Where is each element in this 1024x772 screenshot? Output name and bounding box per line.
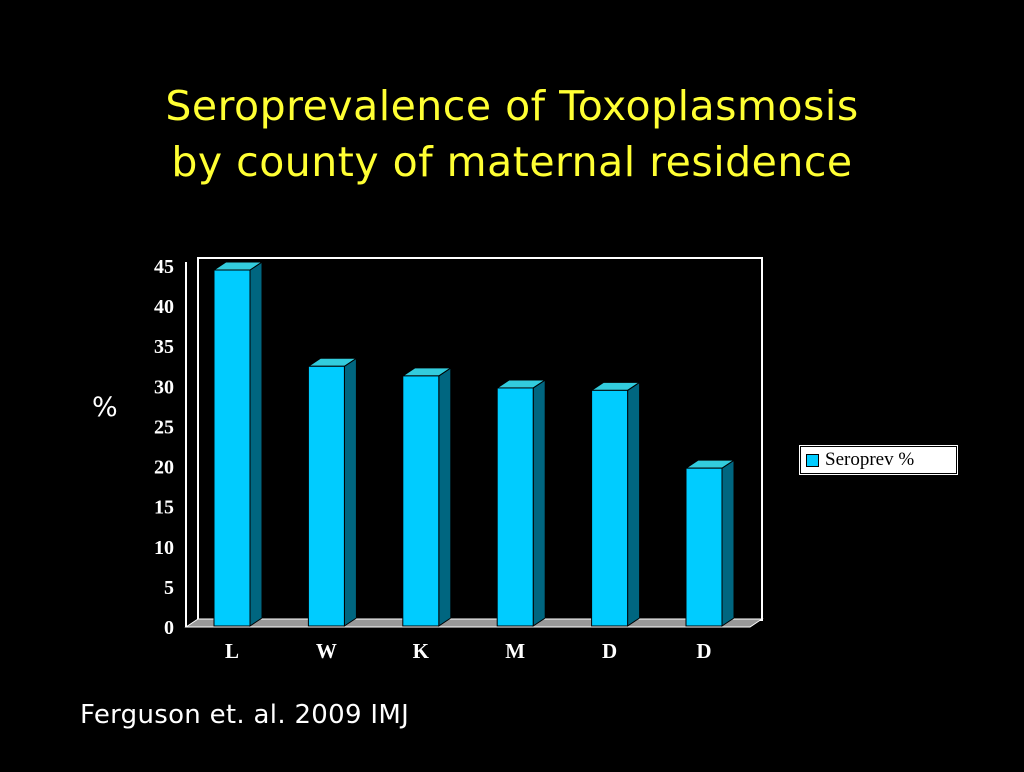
y-tick-label: 20 <box>154 457 174 479</box>
y-tick-label: 25 <box>154 416 174 438</box>
y-tick-label: 30 <box>154 376 174 398</box>
plot-frame <box>197 257 763 621</box>
y-tick-label: 15 <box>154 497 174 519</box>
bar <box>402 375 440 627</box>
bar-side <box>343 357 357 627</box>
slide-title: Seroprevalence of Toxoplasmosis by count… <box>0 78 1024 190</box>
x-tick-label: M <box>505 639 525 663</box>
y-tick-label: 0 <box>164 617 174 639</box>
y-tick-label: 45 <box>154 256 174 278</box>
x-tick-label: W <box>316 639 337 663</box>
chart-legend: Seroprev % <box>799 445 958 475</box>
title-line-2: by county of maternal residence <box>171 138 853 186</box>
legend-swatch <box>806 453 819 467</box>
bar-side <box>438 366 452 627</box>
bar <box>496 387 534 627</box>
x-tick-label: D <box>696 639 711 663</box>
y-tick-label: 35 <box>154 336 174 358</box>
title-line-1: Seroprevalence of Toxoplasmosis <box>165 82 859 130</box>
bar <box>591 389 629 627</box>
x-tick-label: L <box>225 639 239 663</box>
bar <box>307 365 345 627</box>
y-tick-label: 40 <box>154 296 174 318</box>
x-tick-label: D <box>602 639 617 663</box>
y-axis-label: % <box>92 392 118 423</box>
bar-side <box>249 261 263 627</box>
bar <box>685 467 723 627</box>
bar-side <box>721 459 735 627</box>
citation: Ferguson et. al. 2009 IMJ <box>80 700 410 730</box>
legend-label: Seroprev % <box>825 449 915 470</box>
bar-side <box>627 381 641 627</box>
chart-floor <box>184 618 764 628</box>
y-tick-label: 5 <box>164 577 174 599</box>
x-tick-label: K <box>413 639 430 663</box>
bar-side <box>532 379 546 627</box>
bar <box>213 269 251 627</box>
y-tick-label: 10 <box>154 537 174 559</box>
